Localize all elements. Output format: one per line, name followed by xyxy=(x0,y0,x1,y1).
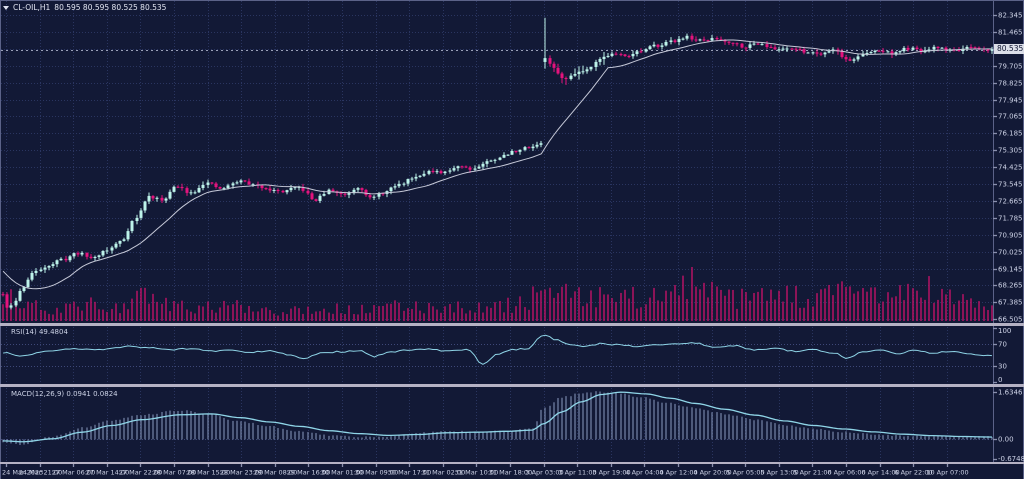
dropdown-arrow-icon xyxy=(3,5,9,10)
symbol-tab[interactable]: CL-OIL,H1 80.595 80.595 80.525 80.535 xyxy=(3,2,166,13)
rsi-indicator-label: RSI(14) 49.4804 xyxy=(11,328,68,336)
current-price-badge: 80.535 xyxy=(994,44,1024,54)
symbol-ohlc-values: 80.595 80.595 80.525 80.535 xyxy=(54,3,167,12)
symbol-name: CL-OIL,H1 xyxy=(13,3,51,12)
macd-indicator-label: MACD(12,26,9) 0.0941 0.0824 xyxy=(11,390,118,398)
